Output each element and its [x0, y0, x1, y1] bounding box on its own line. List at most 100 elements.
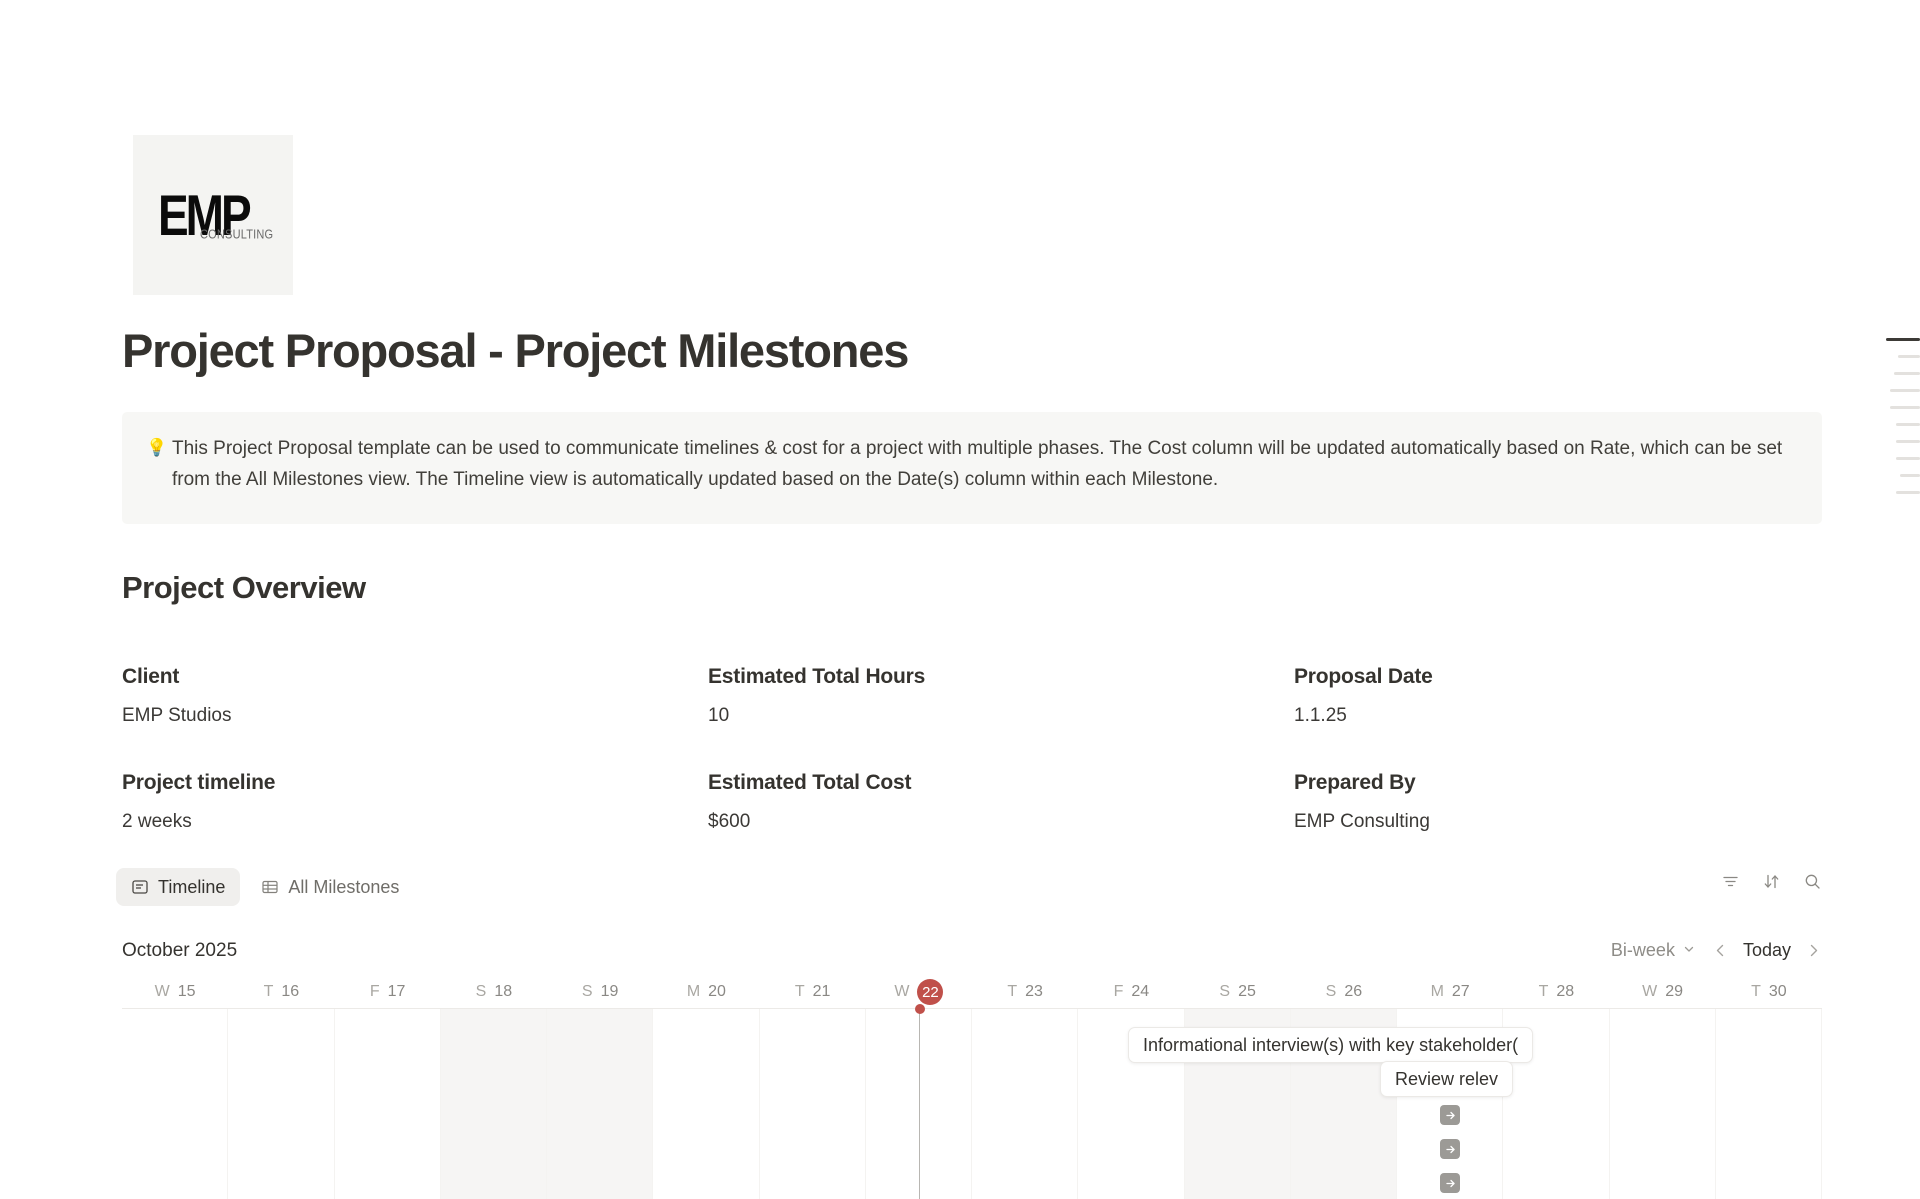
- timeline-icon: [131, 878, 149, 896]
- field-label: Project timeline: [122, 771, 276, 794]
- timeline-day-header: T 21: [760, 976, 866, 1008]
- field-label: Client: [122, 665, 180, 688]
- range-label: Bi-week: [1610, 940, 1675, 960]
- day-number: 29: [1665, 983, 1684, 1000]
- view-tools: [1721, 872, 1822, 891]
- timeline-grid[interactable]: W 15 T 16 F 17 S 18 S 19 M 20 T 21 W 22 T 23 F 24 S 25 S 26 M 27 T…: [122, 976, 1822, 1199]
- filter-icon[interactable]: [1721, 872, 1740, 891]
- field-value: 10: [708, 705, 730, 726]
- day-number: 27: [1451, 983, 1470, 1000]
- timeline-day-column[interactable]: [1716, 1009, 1822, 1199]
- search-icon[interactable]: [1803, 872, 1822, 891]
- outline-rail-item[interactable]: [1896, 440, 1920, 443]
- milestone-card[interactable]: Informational interview(s) with key stak…: [1128, 1027, 1534, 1063]
- day-of-week: S: [1219, 983, 1231, 1000]
- outline-rail-item[interactable]: [1898, 355, 1920, 358]
- day-number: 26: [1344, 983, 1363, 1000]
- overview-field: Project timeline 2 weeks: [122, 771, 708, 833]
- outline-rail-item[interactable]: [1896, 423, 1920, 426]
- day-of-week: T: [1538, 983, 1549, 1000]
- timeline-day-column[interactable]: [1397, 1009, 1504, 1199]
- outline-rail-item[interactable]: [1886, 338, 1920, 341]
- outline-rail-item[interactable]: [1896, 457, 1920, 460]
- milestone-layer: Informational interview(s) with key stak…: [122, 1009, 1822, 1199]
- day-number: 25: [1238, 983, 1256, 1000]
- today-button[interactable]: Today: [1742, 940, 1791, 960]
- field-label: Proposal Date: [1294, 665, 1433, 688]
- timeline-day-header: S 18: [441, 976, 547, 1008]
- outline-rail[interactable]: [1880, 338, 1920, 494]
- timeline-day-header: T 23: [972, 976, 1078, 1008]
- day-number: 15: [177, 983, 196, 1000]
- timeline-day-column[interactable]: [760, 1009, 866, 1199]
- day-number: 23: [1025, 983, 1043, 1000]
- timeline-weekend-column[interactable]: [547, 1009, 654, 1199]
- field-label: Prepared By: [1294, 771, 1416, 794]
- outline-rail-item[interactable]: [1896, 491, 1920, 494]
- timeline-day-column[interactable]: [228, 1009, 335, 1199]
- timeline-day-column[interactable]: [335, 1009, 441, 1199]
- table-icon: [261, 878, 279, 896]
- day-of-week: T: [1007, 983, 1018, 1000]
- day-of-week: T: [794, 983, 805, 1000]
- outline-rail-item[interactable]: [1890, 406, 1920, 409]
- field-label: Estimated Total Hours: [708, 665, 926, 688]
- today-marker-line: [914, 1004, 925, 1199]
- day-of-week: S: [581, 983, 593, 1000]
- outline-rail-item[interactable]: [1894, 372, 1920, 375]
- milestone-card[interactable]: Review relev: [1380, 1061, 1514, 1097]
- timeline-day-header: T 28: [1503, 976, 1609, 1008]
- timeline-day-header: S 26: [1291, 976, 1397, 1008]
- timeline-day-column[interactable]: [972, 1009, 1079, 1199]
- timeline-day-column[interactable]: [1503, 1009, 1610, 1199]
- overview-field: Estimated Total Hours 10: [708, 665, 1294, 727]
- outline-rail-item[interactable]: [1890, 389, 1920, 392]
- timeline-day-header: S 19: [547, 976, 653, 1008]
- timeline-controls: Bi-week Today: [1611, 940, 1822, 961]
- day-of-week: T: [263, 983, 274, 1000]
- day-number: 17: [387, 983, 406, 1000]
- tab-timeline[interactable]: Timeline: [116, 868, 241, 906]
- day-of-week: F: [369, 983, 380, 1000]
- timeline-day-column[interactable]: [1610, 1009, 1716, 1199]
- timeline-day-header: W 29: [1610, 976, 1716, 1008]
- logo-subtitle: CONSULTING: [200, 228, 274, 242]
- day-of-week: W: [894, 983, 910, 1000]
- tab-all-milestones[interactable]: All Milestones: [246, 868, 414, 906]
- range-selector[interactable]: Bi-week: [1611, 940, 1696, 961]
- timeline-canvas[interactable]: Informational interview(s) with key stak…: [122, 1004, 1822, 1199]
- day-number: 28: [1556, 983, 1575, 1000]
- open-milestone-arrow-icon[interactable]: [1440, 1139, 1460, 1159]
- timeline-day-header: W 15: [122, 976, 228, 1008]
- overview-field: Proposal Date 1.1.25: [1294, 665, 1822, 727]
- sort-icon[interactable]: [1762, 872, 1781, 891]
- outline-rail-item[interactable]: [1900, 474, 1920, 477]
- prev-period-button[interactable]: [1712, 942, 1729, 959]
- project-overview-grid: Client EMP Studios Estimated Total Hours…: [122, 665, 1822, 833]
- day-of-week: W: [154, 983, 170, 1000]
- open-milestone-arrow-icon[interactable]: [1440, 1173, 1460, 1193]
- field-value: 2 weeks: [122, 811, 192, 832]
- timeline-day-column[interactable]: [866, 1009, 972, 1199]
- field-label: Estimated Total Cost: [708, 771, 912, 794]
- timeline-day-column[interactable]: [653, 1009, 760, 1199]
- timeline-day-header: F 17: [335, 976, 441, 1008]
- day-of-week: F: [1113, 983, 1124, 1000]
- timeline-day-header: S 25: [1185, 976, 1291, 1008]
- timeline-weekend-column[interactable]: [440, 1009, 547, 1199]
- timeline-day-column[interactable]: [1078, 1009, 1185, 1199]
- field-value: EMP Studios: [122, 705, 232, 726]
- timeline-day-header: T 30: [1716, 976, 1822, 1008]
- open-milestone-arrow-icon[interactable]: [1440, 1105, 1460, 1125]
- field-value: $600: [708, 811, 751, 832]
- timeline-day-header: M 20: [653, 976, 759, 1008]
- field-value: EMP Consulting: [1294, 811, 1430, 832]
- day-of-week: M: [1430, 983, 1444, 1000]
- timeline-day-header: W 22: [866, 976, 972, 1008]
- next-period-button[interactable]: [1805, 942, 1822, 959]
- overview-field: Prepared By EMP Consulting: [1294, 771, 1822, 833]
- timeline-day-header: T 16: [228, 976, 334, 1008]
- timeline-day-column[interactable]: [122, 1009, 229, 1199]
- timeline-month-label: October 2025: [122, 940, 238, 961]
